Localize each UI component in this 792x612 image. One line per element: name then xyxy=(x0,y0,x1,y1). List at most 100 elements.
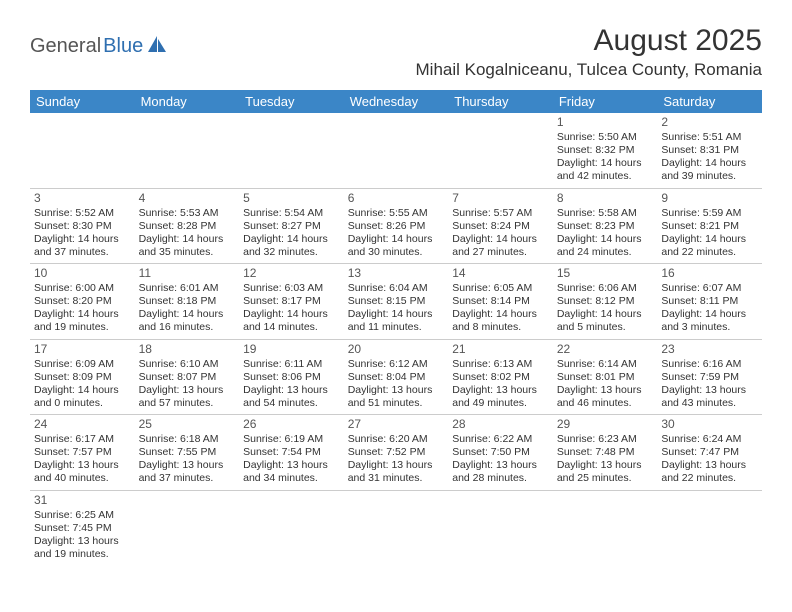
day-number: 6 xyxy=(348,191,445,206)
sunrise-text: Sunrise: 6:12 AM xyxy=(348,358,445,371)
sunset-text: Sunset: 8:06 PM xyxy=(243,371,340,384)
header: GeneralBlue August 2025 Mihail Kogalnice… xyxy=(30,24,762,86)
sunset-text: Sunset: 8:20 PM xyxy=(34,295,131,308)
daylight-text: Daylight: 14 hours xyxy=(34,384,131,397)
daylight-text: and 31 minutes. xyxy=(348,472,445,485)
daylight-text: and 16 minutes. xyxy=(139,321,236,334)
calendar-cell: 7Sunrise: 5:57 AMSunset: 8:24 PMDaylight… xyxy=(448,188,553,264)
sail-icon xyxy=(146,34,168,59)
calendar-cell: 30Sunrise: 6:24 AMSunset: 7:47 PMDayligh… xyxy=(657,415,762,491)
sunset-text: Sunset: 7:45 PM xyxy=(34,522,131,535)
calendar-cell: 14Sunrise: 6:05 AMSunset: 8:14 PMDayligh… xyxy=(448,264,553,340)
calendar-cell: 17Sunrise: 6:09 AMSunset: 8:09 PMDayligh… xyxy=(30,339,135,415)
calendar-cell: 12Sunrise: 6:03 AMSunset: 8:17 PMDayligh… xyxy=(239,264,344,340)
calendar-cell: 23Sunrise: 6:16 AMSunset: 7:59 PMDayligh… xyxy=(657,339,762,415)
calendar-cell: 8Sunrise: 5:58 AMSunset: 8:23 PMDaylight… xyxy=(553,188,658,264)
weekday-header-row: Sunday Monday Tuesday Wednesday Thursday… xyxy=(30,90,762,113)
sunrise-text: Sunrise: 6:22 AM xyxy=(452,433,549,446)
calendar-cell: 11Sunrise: 6:01 AMSunset: 8:18 PMDayligh… xyxy=(135,264,240,340)
sunrise-text: Sunrise: 6:06 AM xyxy=(557,282,654,295)
calendar-table: Sunday Monday Tuesday Wednesday Thursday… xyxy=(30,90,762,565)
calendar-page: GeneralBlue August 2025 Mihail Kogalnice… xyxy=(0,0,792,565)
daylight-text: and 22 minutes. xyxy=(661,472,758,485)
sunrise-text: Sunrise: 5:55 AM xyxy=(348,207,445,220)
day-number: 16 xyxy=(661,266,758,281)
sunrise-text: Sunrise: 6:25 AM xyxy=(34,509,131,522)
daylight-text: Daylight: 14 hours xyxy=(34,308,131,321)
calendar-cell xyxy=(239,113,344,188)
sunset-text: Sunset: 8:02 PM xyxy=(452,371,549,384)
calendar-cell xyxy=(448,490,553,565)
calendar-cell: 2Sunrise: 5:51 AMSunset: 8:31 PMDaylight… xyxy=(657,113,762,188)
daylight-text: Daylight: 13 hours xyxy=(661,384,758,397)
daylight-text: and 27 minutes. xyxy=(452,246,549,259)
sunset-text: Sunset: 8:26 PM xyxy=(348,220,445,233)
sunset-text: Sunset: 8:01 PM xyxy=(557,371,654,384)
day-number: 12 xyxy=(243,266,340,281)
day-number: 28 xyxy=(452,417,549,432)
sunrise-text: Sunrise: 6:01 AM xyxy=(139,282,236,295)
daylight-text: and 25 minutes. xyxy=(557,472,654,485)
day-number: 22 xyxy=(557,342,654,357)
daylight-text: Daylight: 13 hours xyxy=(452,459,549,472)
sunrise-text: Sunrise: 5:59 AM xyxy=(661,207,758,220)
sunset-text: Sunset: 8:17 PM xyxy=(243,295,340,308)
day-number: 9 xyxy=(661,191,758,206)
sunset-text: Sunset: 8:12 PM xyxy=(557,295,654,308)
sunset-text: Sunset: 7:52 PM xyxy=(348,446,445,459)
calendar-cell: 29Sunrise: 6:23 AMSunset: 7:48 PMDayligh… xyxy=(553,415,658,491)
sunrise-text: Sunrise: 5:58 AM xyxy=(557,207,654,220)
day-number: 20 xyxy=(348,342,445,357)
sunrise-text: Sunrise: 6:13 AM xyxy=(452,358,549,371)
calendar-row: 31Sunrise: 6:25 AMSunset: 7:45 PMDayligh… xyxy=(30,490,762,565)
day-number: 29 xyxy=(557,417,654,432)
calendar-cell: 5Sunrise: 5:54 AMSunset: 8:27 PMDaylight… xyxy=(239,188,344,264)
sunset-text: Sunset: 8:15 PM xyxy=(348,295,445,308)
daylight-text: and 8 minutes. xyxy=(452,321,549,334)
daylight-text: and 37 minutes. xyxy=(34,246,131,259)
sunrise-text: Sunrise: 6:24 AM xyxy=(661,433,758,446)
logo-text-general: General xyxy=(30,35,101,58)
calendar-cell: 3Sunrise: 5:52 AMSunset: 8:30 PMDaylight… xyxy=(30,188,135,264)
daylight-text: Daylight: 14 hours xyxy=(557,308,654,321)
daylight-text: and 49 minutes. xyxy=(452,397,549,410)
calendar-cell xyxy=(657,490,762,565)
daylight-text: Daylight: 14 hours xyxy=(452,308,549,321)
calendar-cell: 9Sunrise: 5:59 AMSunset: 8:21 PMDaylight… xyxy=(657,188,762,264)
calendar-cell: 13Sunrise: 6:04 AMSunset: 8:15 PMDayligh… xyxy=(344,264,449,340)
sunrise-text: Sunrise: 6:09 AM xyxy=(34,358,131,371)
day-number: 17 xyxy=(34,342,131,357)
calendar-cell: 19Sunrise: 6:11 AMSunset: 8:06 PMDayligh… xyxy=(239,339,344,415)
calendar-cell xyxy=(135,113,240,188)
weekday-header: Wednesday xyxy=(344,90,449,113)
calendar-cell xyxy=(344,490,449,565)
daylight-text: Daylight: 13 hours xyxy=(452,384,549,397)
title-block: August 2025 Mihail Kogalniceanu, Tulcea … xyxy=(416,24,763,86)
daylight-text: Daylight: 13 hours xyxy=(557,459,654,472)
sunset-text: Sunset: 7:48 PM xyxy=(557,446,654,459)
daylight-text: Daylight: 13 hours xyxy=(139,459,236,472)
weekday-header: Friday xyxy=(553,90,658,113)
daylight-text: and 40 minutes. xyxy=(34,472,131,485)
calendar-cell xyxy=(344,113,449,188)
daylight-text: and 0 minutes. xyxy=(34,397,131,410)
daylight-text: Daylight: 13 hours xyxy=(661,459,758,472)
day-number: 2 xyxy=(661,115,758,130)
sunset-text: Sunset: 7:55 PM xyxy=(139,446,236,459)
calendar-cell: 6Sunrise: 5:55 AMSunset: 8:26 PMDaylight… xyxy=(344,188,449,264)
daylight-text: Daylight: 13 hours xyxy=(348,384,445,397)
sunset-text: Sunset: 8:24 PM xyxy=(452,220,549,233)
sunset-text: Sunset: 8:14 PM xyxy=(452,295,549,308)
day-number: 3 xyxy=(34,191,131,206)
daylight-text: and 51 minutes. xyxy=(348,397,445,410)
daylight-text: Daylight: 13 hours xyxy=(348,459,445,472)
sunset-text: Sunset: 8:30 PM xyxy=(34,220,131,233)
day-number: 18 xyxy=(139,342,236,357)
month-title: August 2025 xyxy=(416,24,763,58)
day-number: 10 xyxy=(34,266,131,281)
sunrise-text: Sunrise: 6:18 AM xyxy=(139,433,236,446)
daylight-text: and 30 minutes. xyxy=(348,246,445,259)
calendar-cell: 20Sunrise: 6:12 AMSunset: 8:04 PMDayligh… xyxy=(344,339,449,415)
calendar-cell xyxy=(30,113,135,188)
calendar-cell xyxy=(239,490,344,565)
